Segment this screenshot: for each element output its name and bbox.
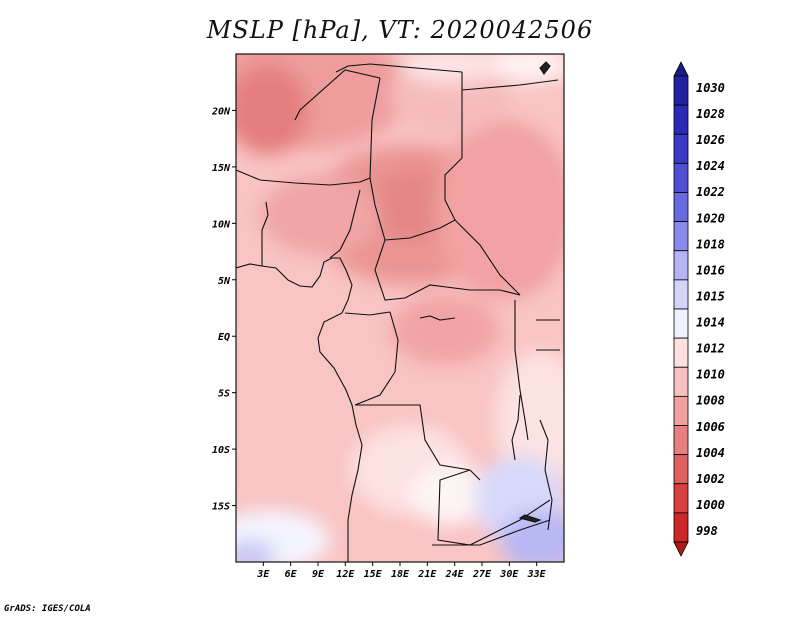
border-line <box>374 239 521 301</box>
field-patch <box>260 175 380 255</box>
colorbar-label: 1016 <box>696 263 725 277</box>
colorbar-label: 1022 <box>696 185 725 199</box>
colorbar-label: 1000 <box>696 498 725 512</box>
lat-label: 15N <box>212 163 231 174</box>
coastline <box>236 257 363 562</box>
border-line <box>536 319 560 351</box>
lat-label: 5N <box>218 276 231 287</box>
footer-credit: GrADS: IGES/COLA <box>4 604 91 614</box>
border-line <box>329 189 361 259</box>
map-title: MSLP [hPa], VT: 2020042506 <box>206 16 594 44</box>
lon-label: 9E <box>312 569 325 580</box>
lon-label: 27E <box>472 569 492 580</box>
lon-label: 24E <box>445 569 465 580</box>
lon-label: 3E <box>256 569 270 580</box>
lon-label: 15E <box>364 569 383 580</box>
colorbar-label: 1026 <box>696 133 725 147</box>
pressure-field <box>236 54 564 562</box>
colorbar-label: 1014 <box>696 316 725 330</box>
colorbar-swatch <box>673 162 689 193</box>
colorbar-label: 1004 <box>696 446 725 460</box>
border-line <box>261 201 269 266</box>
lake-shore <box>511 394 521 461</box>
field-patch <box>390 295 500 365</box>
field-patch <box>500 510 564 562</box>
colorbar-swatch <box>673 75 689 106</box>
colorbar-swatch <box>673 192 689 223</box>
colorbar-swatch <box>673 337 689 368</box>
colorbar-label: 1012 <box>696 342 725 356</box>
colorbar-label: 1020 <box>696 211 725 225</box>
lat-label: 5S <box>218 389 230 400</box>
colorbar-swatch <box>673 425 689 456</box>
border-line <box>355 404 481 481</box>
colorbar-label: 1010 <box>696 368 725 382</box>
colorbar-swatch <box>673 483 689 514</box>
colorbar-swatch <box>673 250 689 281</box>
field-patch <box>410 465 490 525</box>
colorbar-swatch <box>673 541 689 557</box>
border-line <box>344 311 391 316</box>
field-patch <box>435 120 564 300</box>
colorbar-swatch <box>673 366 689 397</box>
lon-label: 33E <box>527 569 547 580</box>
border-line <box>236 169 371 186</box>
border-line <box>335 63 463 73</box>
lat-label: 10N <box>212 219 231 230</box>
colorbar-label: 1028 <box>696 107 725 121</box>
colorbar-label: 1024 <box>696 159 725 173</box>
field-patch <box>490 54 564 83</box>
border-line <box>444 157 463 221</box>
lon-label: 18E <box>391 569 410 580</box>
colorbar-label: 1030 <box>696 81 725 95</box>
island <box>539 61 551 75</box>
lat-label: 10S <box>212 445 230 456</box>
colorbar-swatch <box>673 133 689 164</box>
lon-label: 21E <box>417 569 437 580</box>
colorbar-label: 998 <box>696 524 718 538</box>
colorbar-swatch <box>673 221 689 252</box>
colorbar-swatch <box>673 279 689 310</box>
field-patch <box>236 65 308 155</box>
border-line <box>514 300 529 441</box>
colorbar-swatch <box>673 512 689 543</box>
colorbar-swatch <box>673 395 689 426</box>
colorbar-swatch <box>673 454 689 485</box>
border-line <box>294 69 381 121</box>
lat-label: 15S <box>212 502 230 513</box>
lon-label: 12E <box>336 569 355 580</box>
field-patch <box>236 540 275 562</box>
border-line <box>461 79 559 91</box>
border-line <box>354 311 399 406</box>
lake <box>518 514 542 523</box>
colorbar-label: 1008 <box>696 394 725 408</box>
lat-label: EQ <box>218 332 230 343</box>
colorbar-swatch <box>673 61 689 77</box>
colorbar-swatch <box>673 308 689 339</box>
colorbar-label: 1018 <box>696 237 725 251</box>
border-line <box>432 519 551 546</box>
lon-label: 6E <box>285 569 298 580</box>
colorbar-swatch <box>673 104 689 135</box>
lon-label: 30E <box>499 569 519 580</box>
lat-label: 20N <box>211 106 231 117</box>
lake-shore <box>419 315 456 321</box>
borders <box>236 61 560 562</box>
field-patch <box>400 54 500 83</box>
lake-shore <box>539 419 553 531</box>
colorbar-label: 1015 <box>696 289 725 303</box>
colorbar-label: 1006 <box>696 420 725 434</box>
colorbar-label: 1002 <box>696 472 725 486</box>
